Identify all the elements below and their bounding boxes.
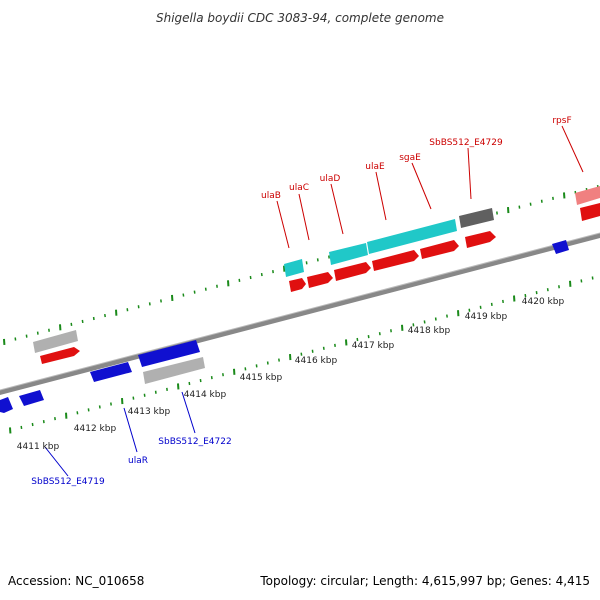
kbp-label: 4413 kbp: [128, 407, 171, 417]
accession-text: Accession: NC_010658: [8, 574, 144, 588]
gene-label-ulaD: ulaD: [320, 174, 341, 184]
backbone-highlight: [0, 232, 600, 391]
reverse-strand-features: [0, 240, 569, 413]
leader-line: [467, 147, 472, 200]
gene-label-ulaB: ulaB: [261, 191, 281, 201]
reverse-gene-arrow[interactable]: [552, 240, 569, 254]
kbp-label: 4415 kbp: [240, 373, 283, 383]
gene-label-ulaR: ulaR: [128, 456, 148, 466]
kbp-label: 4412 kbp: [74, 424, 117, 434]
cyan-gene-block[interactable]: [367, 219, 457, 254]
topology-text: Topology: circular; Length: 4,615,997 bp…: [259, 574, 590, 588]
dark-grey-gene-block[interactable]: [459, 208, 494, 228]
grey-gene-block[interactable]: [33, 330, 78, 353]
kbp-label: 4420 kbp: [522, 297, 565, 307]
kbp-label: 4419 kbp: [465, 312, 508, 322]
kbp-label: 4418 kbp: [408, 326, 451, 336]
reverse-leader-lines: [44, 391, 196, 477]
leader-line: [561, 125, 584, 173]
forward-gene-arrow[interactable]: [334, 262, 371, 281]
map-title: Shigella boydii CDC 3083-94, complete ge…: [156, 11, 444, 25]
leader-line: [411, 162, 432, 210]
leader-line: [181, 391, 196, 434]
reverse-gene-arrow[interactable]: [90, 362, 132, 382]
outer-feature-track: [33, 186, 600, 353]
cyan-gene-block[interactable]: [329, 243, 368, 265]
gene-label-SbBS512_E4719: SbBS512_E4719: [31, 477, 105, 487]
kbp-label: 4414 kbp: [184, 390, 227, 400]
gene-label-SbBS512_E4722: SbBS512_E4722: [158, 437, 231, 447]
gene-label-SbBS512_E4729: SbBS512_E4729: [429, 138, 503, 148]
inner-tick-track: [9, 276, 594, 434]
forward-gene-arrow[interactable]: [289, 278, 306, 292]
kbp-label: 4411 kbp: [17, 442, 60, 452]
genome-backbone: [0, 233, 600, 395]
kbp-label: 4416 kbp: [295, 356, 338, 366]
leader-line: [330, 183, 344, 235]
leader-line: [375, 171, 387, 221]
cyan-gene-block[interactable]: [284, 259, 304, 277]
gene-label-ulaE: ulaE: [365, 162, 385, 172]
leader-line: [123, 407, 138, 453]
forward-strand-features: [40, 203, 600, 364]
forward-gene-arrow[interactable]: [307, 272, 333, 288]
grey-gene-block[interactable]: [143, 357, 205, 384]
forward-leader-lines: [276, 125, 584, 249]
gene-label-sgaE: sgaE: [399, 153, 421, 163]
kbp-label: 4417 kbp: [352, 341, 395, 351]
reverse-gene-arrow[interactable]: [0, 397, 13, 413]
forward-gene-arrow[interactable]: [420, 240, 459, 259]
leader-line: [298, 193, 310, 241]
reverse-gene-arrow[interactable]: [138, 340, 200, 367]
leader-line: [44, 446, 69, 477]
gene-label-ulaC: ulaC: [289, 183, 309, 193]
forward-gene-arrow[interactable]: [40, 347, 80, 364]
forward-gene-arrow[interactable]: [580, 203, 600, 221]
forward-gene-arrow[interactable]: [372, 250, 419, 271]
pink-gene-block[interactable]: [575, 186, 600, 205]
reverse-gene-arrow[interactable]: [19, 390, 44, 406]
forward-gene-arrow[interactable]: [465, 231, 496, 248]
gene-label-rpsF: rpsF: [552, 116, 571, 126]
leader-line: [276, 200, 290, 249]
